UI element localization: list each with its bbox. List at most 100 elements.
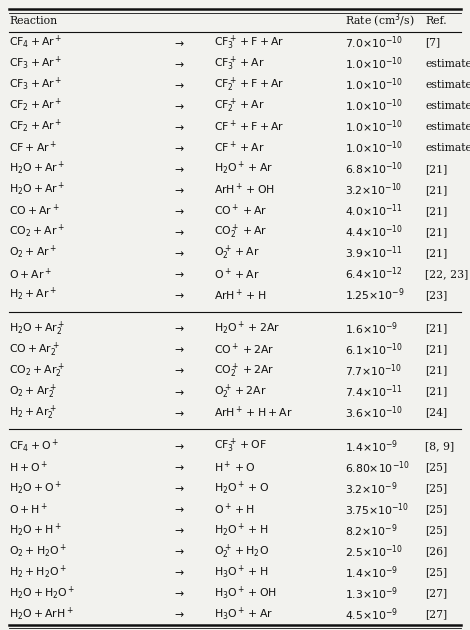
Text: $4.0{\times}10^{-11}$: $4.0{\times}10^{-11}$ — [345, 202, 403, 219]
Text: $\mathrm{ArH^+ + H}$: $\mathrm{ArH^+ + H}$ — [214, 287, 266, 302]
Text: estimated: estimated — [425, 143, 470, 152]
Text: $\mathrm{H_2O + Ar^+}$: $\mathrm{H_2O + Ar^+}$ — [9, 160, 66, 177]
Text: $\rightarrow$: $\rightarrow$ — [172, 185, 185, 195]
Text: [26]: [26] — [425, 546, 447, 556]
Text: $\mathrm{H_2O^+ + Ar}$: $\mathrm{H_2O^+ + Ar}$ — [214, 160, 273, 177]
Text: $\rightarrow$: $\rightarrow$ — [172, 143, 185, 152]
Text: $\rightarrow$: $\rightarrow$ — [172, 546, 185, 556]
Text: [21]: [21] — [425, 227, 447, 237]
Text: $8.2{\times}10^{-9}$: $8.2{\times}10^{-9}$ — [345, 522, 398, 539]
Text: $\mathrm{CO^+ + Ar}$: $\mathrm{CO^+ + Ar}$ — [214, 203, 267, 219]
Text: $\mathrm{CF_3^+ + F + Ar}$: $\mathrm{CF_3^+ + F + Ar}$ — [214, 33, 284, 52]
Text: $\mathrm{CF_4 + Ar^+}$: $\mathrm{CF_4 + Ar^+}$ — [9, 34, 63, 51]
Text: $3.6{\times}10^{-10}$: $3.6{\times}10^{-10}$ — [345, 404, 403, 421]
Text: $\mathrm{H_2 + H_2O^+}$: $\mathrm{H_2 + H_2O^+}$ — [9, 564, 67, 581]
Text: $7.4{\times}10^{-11}$: $7.4{\times}10^{-11}$ — [345, 383, 403, 400]
Text: $4.5{\times}10^{-9}$: $4.5{\times}10^{-9}$ — [345, 606, 399, 622]
Text: $\rightarrow$: $\rightarrow$ — [172, 408, 185, 418]
Text: $\mathrm{O + H^+}$: $\mathrm{O + H^+}$ — [9, 501, 49, 517]
Text: $\rightarrow$: $\rightarrow$ — [172, 248, 185, 258]
Text: [21]: [21] — [425, 345, 447, 355]
Text: $\mathrm{CF_3 + Ar^+}$: $\mathrm{CF_3 + Ar^+}$ — [9, 55, 63, 72]
Text: $\mathrm{CO + Ar^+}$: $\mathrm{CO + Ar^+}$ — [9, 203, 60, 219]
Text: [23]: [23] — [425, 290, 447, 300]
Text: $2.5{\times}10^{-10}$: $2.5{\times}10^{-10}$ — [345, 543, 403, 559]
Text: $4.4{\times}10^{-10}$: $4.4{\times}10^{-10}$ — [345, 224, 403, 240]
Text: $\rightarrow$: $\rightarrow$ — [172, 462, 185, 472]
Text: $\rightarrow$: $\rightarrow$ — [172, 324, 185, 333]
Text: $\mathrm{CO_2 + Ar^+}$: $\mathrm{CO_2 + Ar^+}$ — [9, 223, 65, 241]
Text: $6.1{\times}10^{-10}$: $6.1{\times}10^{-10}$ — [345, 341, 403, 358]
Text: $\rightarrow$: $\rightarrow$ — [172, 122, 185, 132]
Text: $\rightarrow$: $\rightarrow$ — [172, 568, 185, 578]
Text: $\mathrm{H_2O^+ + O}$: $\mathrm{H_2O^+ + O}$ — [214, 480, 269, 497]
Text: estimated: estimated — [425, 79, 470, 89]
Text: $\mathrm{H_2O + H^+}$: $\mathrm{H_2O + H^+}$ — [9, 522, 62, 539]
Text: $\mathrm{H + O^+}$: $\mathrm{H + O^+}$ — [9, 460, 49, 475]
Text: $\mathrm{H^+ + O}$: $\mathrm{H^+ + O}$ — [214, 460, 255, 475]
Text: $\mathrm{H_3O^+ + Ar}$: $\mathrm{H_3O^+ + Ar}$ — [214, 606, 273, 623]
Text: [25]: [25] — [425, 568, 447, 578]
Text: Rate (cm$^3$/s): Rate (cm$^3$/s) — [345, 12, 415, 30]
Text: [24]: [24] — [425, 408, 447, 418]
Text: $\mathrm{CF_3 + Ar^+}$: $\mathrm{CF_3 + Ar^+}$ — [9, 76, 63, 93]
Text: $\rightarrow$: $\rightarrow$ — [172, 441, 185, 451]
Text: estimated: estimated — [425, 101, 470, 111]
Text: $\rightarrow$: $\rightarrow$ — [172, 609, 185, 619]
Text: $\rightarrow$: $\rightarrow$ — [172, 79, 185, 89]
Text: [21]: [21] — [425, 387, 447, 397]
Text: $\mathrm{H_3O^+ + OH}$: $\mathrm{H_3O^+ + OH}$ — [214, 585, 277, 602]
Text: $1.4{\times}10^{-9}$: $1.4{\times}10^{-9}$ — [345, 438, 399, 455]
Text: [21]: [21] — [425, 185, 447, 195]
Text: [21]: [21] — [425, 324, 447, 333]
Text: $\mathrm{CF_3^+ + Ar}$: $\mathrm{CF_3^+ + Ar}$ — [214, 55, 265, 73]
Text: $\mathrm{H_2 + Ar_2^+}$: $\mathrm{H_2 + Ar_2^+}$ — [9, 403, 57, 421]
Text: $\mathrm{H_2O + O^+}$: $\mathrm{H_2O + O^+}$ — [9, 480, 63, 497]
Text: $\rightarrow$: $\rightarrow$ — [172, 345, 185, 355]
Text: $\mathrm{CO_2^+ + Ar}$: $\mathrm{CO_2^+ + Ar}$ — [214, 222, 267, 241]
Text: $\rightarrow$: $\rightarrow$ — [172, 483, 185, 493]
Text: $\rightarrow$: $\rightarrow$ — [172, 365, 185, 375]
Text: $\rightarrow$: $\rightarrow$ — [172, 164, 185, 174]
Text: $3.9{\times}10^{-11}$: $3.9{\times}10^{-11}$ — [345, 244, 403, 261]
Text: $\mathrm{H_2 + Ar^+}$: $\mathrm{H_2 + Ar^+}$ — [9, 287, 57, 304]
Text: $\mathrm{O_2 + H_2O^+}$: $\mathrm{O_2 + H_2O^+}$ — [9, 543, 68, 560]
Text: $\mathrm{H_2O^+ + H}$: $\mathrm{H_2O^+ + H}$ — [214, 522, 268, 539]
Text: $1.0{\times}10^{-10}$: $1.0{\times}10^{-10}$ — [345, 118, 403, 135]
Text: [7]: [7] — [425, 38, 440, 48]
Text: $\rightarrow$: $\rightarrow$ — [172, 227, 185, 237]
Text: $\mathrm{CO_2^+ + 2Ar}$: $\mathrm{CO_2^+ + 2Ar}$ — [214, 362, 274, 380]
Text: $\mathrm{CF_3^+ + OF}$: $\mathrm{CF_3^+ + OF}$ — [214, 437, 267, 455]
Text: $\mathrm{CF_2^+ + Ar}$: $\mathrm{CF_2^+ + Ar}$ — [214, 96, 265, 115]
Text: $\mathrm{O^+ + H}$: $\mathrm{O^+ + H}$ — [214, 501, 255, 517]
Text: $\mathrm{ArH^+ + H + Ar}$: $\mathrm{ArH^+ + H + Ar}$ — [214, 405, 292, 420]
Text: [22, 23]: [22, 23] — [425, 269, 469, 279]
Text: $6.4{\times}10^{-12}$: $6.4{\times}10^{-12}$ — [345, 266, 403, 282]
Text: [21]: [21] — [425, 365, 447, 375]
Text: $\rightarrow$: $\rightarrow$ — [172, 206, 185, 216]
Text: $\mathrm{O_2^+ + 2Ar}$: $\mathrm{O_2^+ + 2Ar}$ — [214, 382, 266, 401]
Text: $\mathrm{CF^+ + F + Ar}$: $\mathrm{CF^+ + F + Ar}$ — [214, 119, 284, 134]
Text: $7.7{\times}10^{-10}$: $7.7{\times}10^{-10}$ — [345, 362, 402, 379]
Text: $1.6{\times}10^{-9}$: $1.6{\times}10^{-9}$ — [345, 320, 399, 337]
Text: $7.0{\times}10^{-10}$: $7.0{\times}10^{-10}$ — [345, 35, 403, 51]
Text: [21]: [21] — [425, 248, 447, 258]
Text: $\rightarrow$: $\rightarrow$ — [172, 290, 185, 300]
Text: $\mathrm{O_2 + Ar^+}$: $\mathrm{O_2 + Ar^+}$ — [9, 244, 58, 261]
Text: $\mathrm{H_2O^+ + 2Ar}$: $\mathrm{H_2O^+ + 2Ar}$ — [214, 320, 280, 337]
Text: $\mathrm{O_2^+ + H_2O}$: $\mathrm{O_2^+ + H_2O}$ — [214, 542, 269, 561]
Text: estimated: estimated — [425, 122, 470, 132]
Text: $3.75{\times}10^{-10}$: $3.75{\times}10^{-10}$ — [345, 501, 409, 518]
Text: $\mathrm{O^+ + Ar}$: $\mathrm{O^+ + Ar}$ — [214, 266, 259, 282]
Text: [25]: [25] — [425, 483, 447, 493]
Text: $\rightarrow$: $\rightarrow$ — [172, 59, 185, 69]
Text: $\mathrm{O_2 + Ar_2^+}$: $\mathrm{O_2 + Ar_2^+}$ — [9, 382, 58, 401]
Text: $\rightarrow$: $\rightarrow$ — [172, 505, 185, 514]
Text: $\mathrm{H_2O + Ar_2^+}$: $\mathrm{H_2O + Ar_2^+}$ — [9, 319, 66, 338]
Text: $\mathrm{CO^+ + 2Ar}$: $\mathrm{CO^+ + 2Ar}$ — [214, 342, 274, 357]
Text: $1.0{\times}10^{-10}$: $1.0{\times}10^{-10}$ — [345, 98, 403, 114]
Text: $\mathrm{H_2O + H_2O^+}$: $\mathrm{H_2O + H_2O^+}$ — [9, 585, 76, 602]
Text: $1.0{\times}10^{-10}$: $1.0{\times}10^{-10}$ — [345, 55, 403, 72]
Text: $\mathrm{H_3O^+ + H}$: $\mathrm{H_3O^+ + H}$ — [214, 564, 268, 581]
Text: $1.3{\times}10^{-9}$: $1.3{\times}10^{-9}$ — [345, 585, 399, 602]
